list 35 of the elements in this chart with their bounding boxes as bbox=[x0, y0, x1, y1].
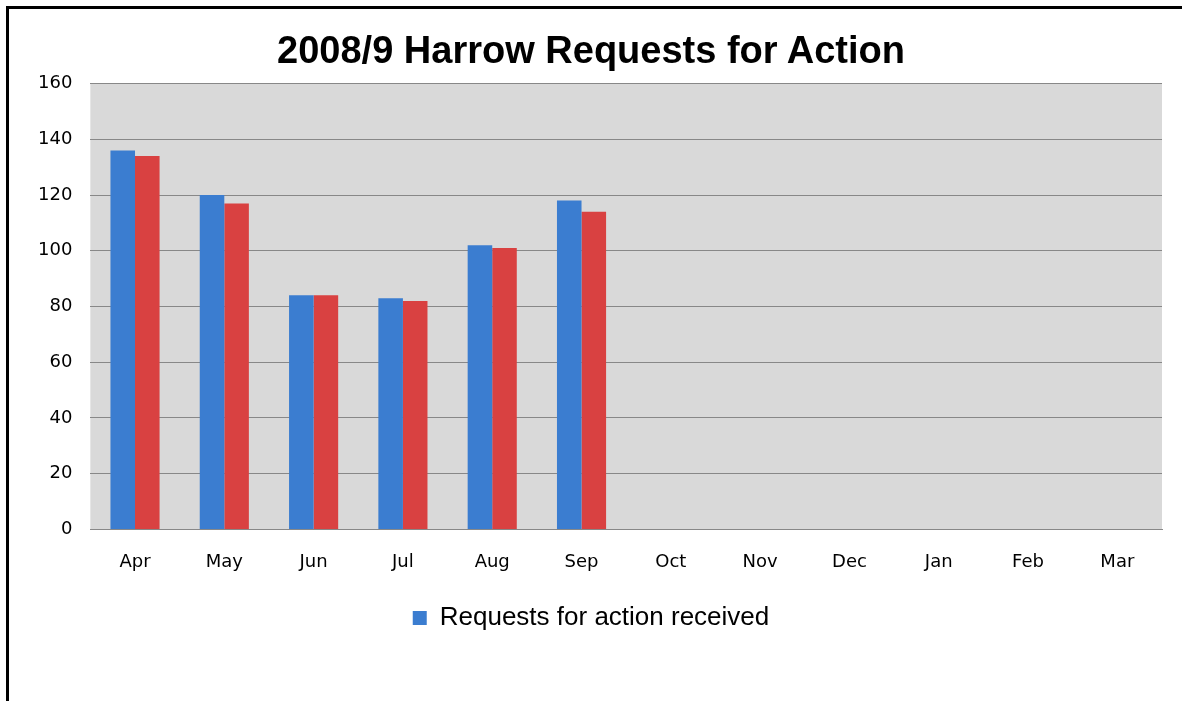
y-tick-label: 160 bbox=[38, 71, 73, 93]
x-tick-label: Aug bbox=[474, 549, 510, 571]
x-tick-label: May bbox=[205, 549, 244, 571]
x-tick-label: Jul bbox=[391, 549, 414, 571]
x-tick-label: Apr bbox=[119, 549, 152, 571]
y-tick-label: 100 bbox=[38, 238, 73, 260]
bar bbox=[581, 211, 607, 529]
bar bbox=[135, 156, 160, 529]
x-tick-label: Sep bbox=[564, 549, 599, 571]
x-tick-label: Mar bbox=[1100, 549, 1135, 571]
bar bbox=[402, 300, 428, 529]
x-tick-label: Feb bbox=[1012, 549, 1044, 571]
x-tick-label: Oct bbox=[655, 549, 687, 571]
bar bbox=[492, 247, 517, 529]
x-tick-label: Jan bbox=[923, 549, 953, 571]
bar bbox=[378, 298, 403, 529]
y-tick-label: 60 bbox=[49, 349, 73, 371]
legend-label: Requests for action received bbox=[439, 601, 770, 632]
bar bbox=[313, 295, 339, 529]
bar bbox=[110, 150, 136, 529]
bar bbox=[289, 295, 314, 529]
y-tick-label: 140 bbox=[38, 127, 73, 148]
x-tick-label: Nov bbox=[742, 549, 779, 571]
y-tick-label: 20 bbox=[49, 461, 73, 483]
x-tick-label: Jun bbox=[298, 549, 328, 571]
y-tick-label: 120 bbox=[38, 182, 73, 204]
y-tick-label: 0 bbox=[60, 517, 73, 539]
x-tick-label: Dec bbox=[832, 549, 867, 571]
bar bbox=[199, 195, 225, 529]
bar bbox=[556, 200, 582, 529]
y-tick-label: 80 bbox=[49, 294, 73, 316]
bar bbox=[224, 203, 249, 529]
y-tick-label: 40 bbox=[49, 405, 73, 427]
chart-title: 2008/9 Harrow Requests for Action bbox=[277, 29, 905, 72]
bar bbox=[467, 245, 493, 529]
